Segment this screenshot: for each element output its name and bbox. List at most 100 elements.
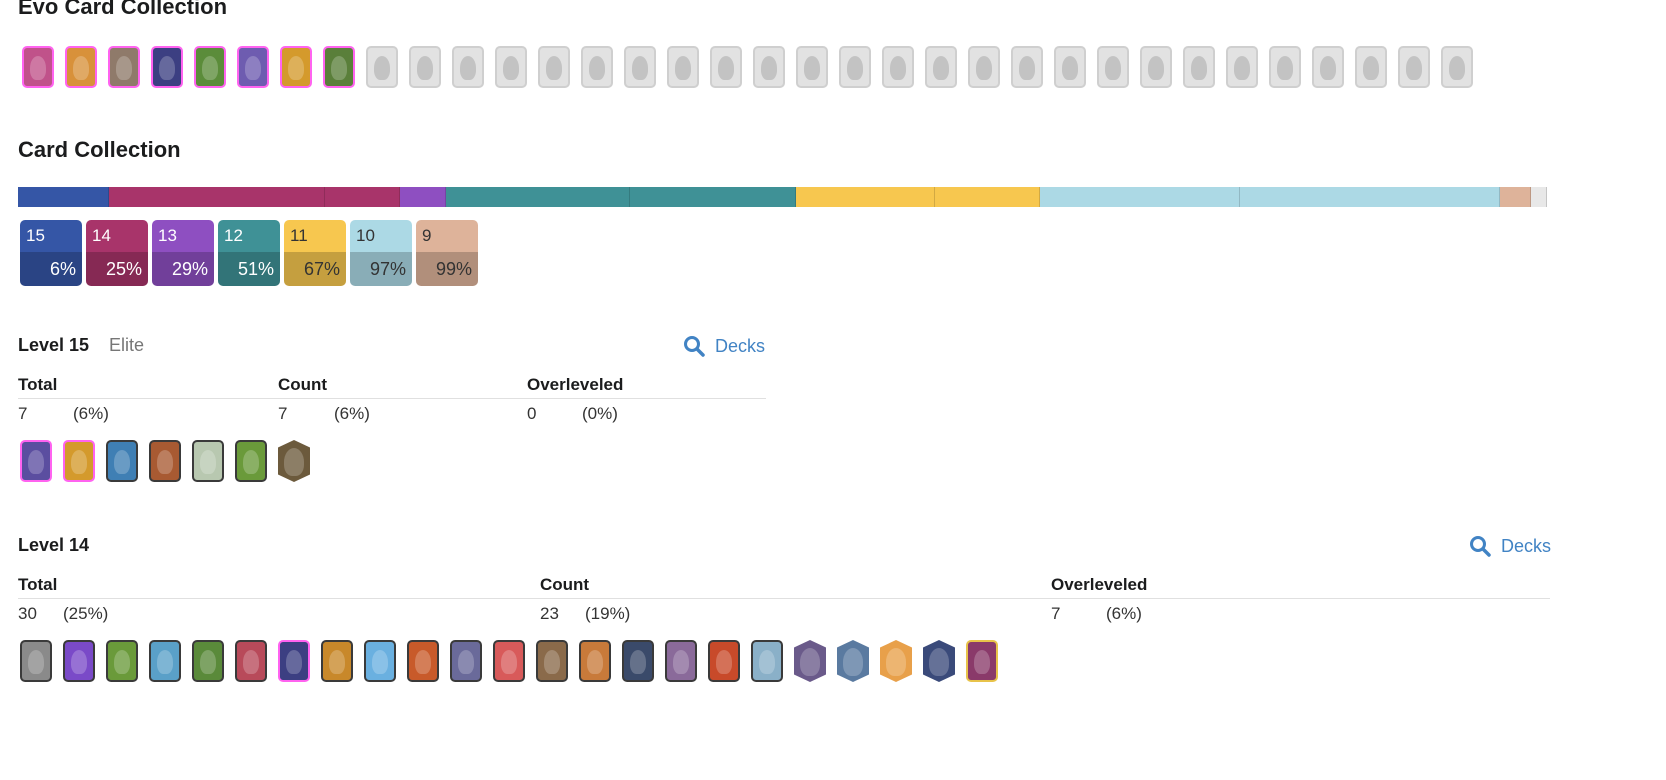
evo-card-locked[interactable] <box>1226 46 1258 88</box>
evo-card-locked[interactable] <box>1312 46 1344 88</box>
level14-card[interactable] <box>106 640 138 682</box>
level14-count-header: Count <box>540 575 590 594</box>
evo-card-locked[interactable] <box>366 46 398 88</box>
evo-card-owned[interactable] <box>151 46 183 88</box>
evo-card-locked[interactable] <box>925 46 957 88</box>
level15-card[interactable] <box>149 440 181 482</box>
level14-decks-link[interactable]: Decks <box>1469 535 1551 557</box>
evo-card-locked[interactable] <box>839 46 871 88</box>
evo-card-owned[interactable] <box>65 46 97 88</box>
level14-card[interactable] <box>364 640 396 682</box>
level-badge[interactable]: 14 25% <box>86 220 148 286</box>
evo-card-locked[interactable] <box>710 46 742 88</box>
level14-card[interactable] <box>579 640 611 682</box>
level14-card[interactable] <box>407 640 439 682</box>
level14-card[interactable] <box>149 640 181 682</box>
level14-card[interactable] <box>493 640 525 682</box>
evo-card-locked[interactable] <box>1355 46 1387 88</box>
evo-card-locked[interactable] <box>1441 46 1473 88</box>
level14-card[interactable] <box>321 640 353 682</box>
level15-count-header: Count <box>278 375 328 394</box>
badge-percent: 25% <box>86 252 148 286</box>
decks-label: Decks <box>715 335 766 356</box>
level-badge[interactable]: 13 29% <box>152 220 214 286</box>
level15-over-pct: (0%) <box>582 404 618 423</box>
level15-divider <box>18 398 766 399</box>
badge-percent: 51% <box>218 252 280 286</box>
evo-card-locked[interactable] <box>968 46 1000 88</box>
evo-card-locked[interactable] <box>581 46 613 88</box>
evo-card-locked[interactable] <box>882 46 914 88</box>
level15-card[interactable] <box>63 440 95 482</box>
level-badge[interactable]: 10 97% <box>350 220 412 286</box>
level-badges: 15 6% 14 25% 13 29% 12 51% 11 67% 10 97% 9 99% <box>20 220 478 286</box>
level15-card[interactable] <box>235 440 267 482</box>
level15-decks-link[interactable]: Decks <box>683 335 765 357</box>
level14-count-value: 23 <box>540 604 559 623</box>
level14-title: Level 14 <box>18 535 90 555</box>
level15-card[interactable] <box>106 440 138 482</box>
level14-card[interactable] <box>235 640 267 682</box>
evo-card-owned[interactable] <box>280 46 312 88</box>
evo-card-owned[interactable] <box>22 46 54 88</box>
level14-card[interactable] <box>63 640 95 682</box>
level14-total-header: Total <box>18 575 58 594</box>
evo-collection-title: Evo Card Collection <box>18 0 228 19</box>
badge-percent: 99% <box>416 252 478 286</box>
evo-card-locked[interactable] <box>624 46 656 88</box>
level14-card[interactable] <box>751 640 783 682</box>
search-icon <box>1470 536 1491 557</box>
level14-card[interactable] <box>794 640 826 682</box>
decks-label: Decks <box>1501 535 1552 556</box>
evo-card-owned[interactable] <box>108 46 140 88</box>
collection-bar-segment <box>1530 187 1548 207</box>
collection-bar-segment <box>1039 187 1241 207</box>
level14-card[interactable] <box>536 640 568 682</box>
evo-card-owned[interactable] <box>237 46 269 88</box>
level15-card[interactable] <box>20 440 52 482</box>
level-badge[interactable]: 11 67% <box>284 220 346 286</box>
evo-card-owned[interactable] <box>323 46 355 88</box>
level15-card-list <box>20 440 310 482</box>
level14-card[interactable] <box>880 640 912 682</box>
evo-card-locked[interactable] <box>1140 46 1172 88</box>
level-badge[interactable]: 9 99% <box>416 220 478 286</box>
evo-card-locked[interactable] <box>1054 46 1086 88</box>
evo-card-locked[interactable] <box>753 46 785 88</box>
evo-card-locked[interactable] <box>1183 46 1215 88</box>
evo-card-locked[interactable] <box>1011 46 1043 88</box>
level14-card[interactable] <box>665 640 697 682</box>
level15-card[interactable] <box>192 440 224 482</box>
evo-card-locked[interactable] <box>1097 46 1129 88</box>
collection-bar-segment <box>1499 187 1531 207</box>
level14-card[interactable] <box>20 640 52 682</box>
level14-card[interactable] <box>923 640 955 682</box>
level15-title: Level 15 <box>18 335 90 355</box>
collection-bar-segment <box>18 187 110 207</box>
level14-card[interactable] <box>966 640 998 682</box>
level-badge[interactable]: 15 6% <box>20 220 82 286</box>
evo-card-locked[interactable] <box>796 46 828 88</box>
level15-card[interactable] <box>278 440 310 482</box>
badge-level: 10 <box>356 226 375 245</box>
level14-card[interactable] <box>622 640 654 682</box>
level15-count-value: 7 <box>278 404 288 423</box>
badge-level: 14 <box>92 226 111 245</box>
level14-over-pct: (6%) <box>1106 604 1142 623</box>
evo-card-locked[interactable] <box>538 46 570 88</box>
level14-total-value: 30 <box>18 604 37 623</box>
level-badge[interactable]: 12 51% <box>218 220 280 286</box>
evo-card-owned[interactable] <box>194 46 226 88</box>
evo-card-locked[interactable] <box>667 46 699 88</box>
level14-card[interactable] <box>278 640 310 682</box>
evo-card-locked[interactable] <box>1269 46 1301 88</box>
level14-card[interactable] <box>450 640 482 682</box>
level14-card[interactable] <box>708 640 740 682</box>
badge-level: 13 <box>158 226 177 245</box>
evo-card-locked[interactable] <box>1398 46 1430 88</box>
evo-card-locked[interactable] <box>452 46 484 88</box>
evo-card-locked[interactable] <box>495 46 527 88</box>
level14-card[interactable] <box>837 640 869 682</box>
level14-card[interactable] <box>192 640 224 682</box>
evo-card-locked[interactable] <box>409 46 441 88</box>
